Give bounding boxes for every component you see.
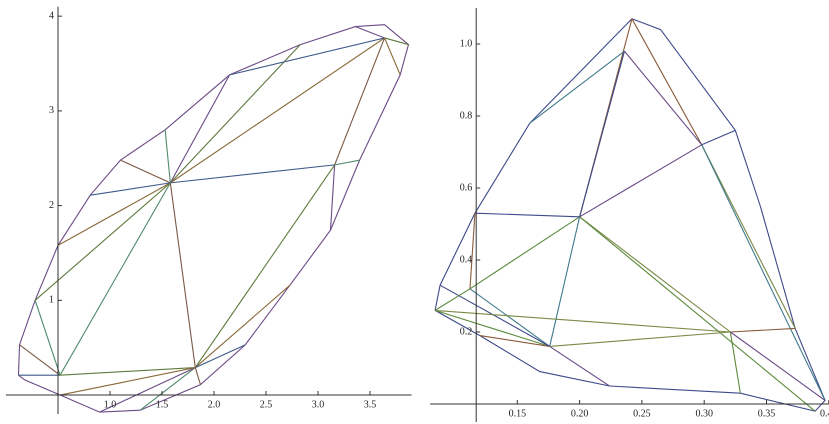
mesh-edge bbox=[169, 182, 196, 368]
mesh-edge bbox=[194, 284, 291, 369]
mesh-edge bbox=[59, 182, 171, 376]
mesh-edge bbox=[549, 331, 731, 347]
mesh-edge bbox=[549, 345, 610, 387]
x-tick-label: 0.35 bbox=[758, 408, 776, 419]
y-tick-label: 0.6 bbox=[460, 182, 473, 193]
mesh-edge bbox=[579, 51, 625, 217]
x-tick-label: 0.25 bbox=[633, 408, 651, 419]
mesh-edge bbox=[17, 24, 410, 413]
mesh-edge bbox=[34, 300, 61, 376]
mesh-edge bbox=[579, 216, 731, 333]
mesh-edge bbox=[434, 18, 826, 412]
x-tick-label: 3.5 bbox=[364, 399, 377, 410]
mesh-edge bbox=[99, 367, 196, 413]
mesh-edge bbox=[579, 216, 816, 412]
mesh-edge bbox=[474, 212, 580, 218]
mesh-edge bbox=[90, 182, 171, 196]
y-tick-label: 0.2 bbox=[460, 326, 473, 337]
y-tick-label: 0.4 bbox=[460, 254, 473, 265]
y-tick-label: 3 bbox=[49, 105, 54, 116]
mesh-edge bbox=[229, 37, 385, 76]
y-tick-label: 4 bbox=[49, 10, 54, 21]
mesh-edge bbox=[194, 367, 202, 385]
mesh-edge bbox=[169, 74, 231, 184]
y-tick-label: 0.8 bbox=[460, 110, 473, 121]
mesh-edge bbox=[120, 159, 171, 184]
y-tick-label: 1 bbox=[49, 295, 54, 306]
x-tick-label: 0.30 bbox=[695, 408, 713, 419]
mesh-edge bbox=[701, 144, 796, 329]
mesh-edge bbox=[170, 164, 335, 184]
mesh-edge bbox=[57, 182, 171, 246]
mesh-edge bbox=[469, 288, 551, 347]
mesh-edge bbox=[435, 309, 731, 333]
mesh-edge bbox=[469, 216, 580, 290]
mesh-edge bbox=[579, 144, 702, 218]
mesh-edge bbox=[549, 216, 581, 347]
mesh-edge bbox=[529, 50, 625, 124]
mesh-edge bbox=[164, 129, 171, 183]
mesh-edge bbox=[195, 344, 246, 369]
mesh-edge bbox=[631, 18, 703, 146]
mesh-edge bbox=[169, 44, 301, 184]
mesh-edge bbox=[34, 182, 171, 301]
mesh-edge bbox=[439, 284, 550, 347]
mesh-edge bbox=[384, 37, 401, 76]
y-tick-label: 2 bbox=[49, 200, 54, 211]
mesh-edge bbox=[384, 37, 409, 46]
mesh-edge bbox=[329, 164, 336, 231]
mesh-edge bbox=[730, 327, 796, 333]
y-tick-label: 1.0 bbox=[460, 38, 473, 49]
mesh-edge bbox=[730, 331, 826, 401]
x-tick-label: 0.20 bbox=[571, 408, 589, 419]
x-tick-label: 3.0 bbox=[312, 399, 325, 410]
x-tick-label: 2.5 bbox=[260, 399, 273, 410]
mesh-edge bbox=[194, 164, 336, 368]
mesh-edge bbox=[479, 335, 550, 347]
x-tick-label: 1.5 bbox=[156, 399, 169, 410]
mesh-edge bbox=[624, 50, 703, 146]
mesh-edge bbox=[19, 344, 61, 376]
mesh-edge bbox=[355, 26, 385, 39]
mesh-edge bbox=[60, 367, 196, 376]
mesh-edge bbox=[729, 331, 741, 394]
mesh-edge bbox=[701, 144, 826, 401]
x-tick-label: 0.15 bbox=[509, 408, 527, 419]
mesh-edge bbox=[434, 309, 550, 347]
x-tick-label: 1.0 bbox=[104, 399, 117, 410]
mesh-edge bbox=[139, 367, 196, 411]
x-tick-label: 0.40 bbox=[820, 408, 829, 419]
x-tick-label: 2.0 bbox=[208, 399, 221, 410]
mesh-edge bbox=[434, 288, 471, 311]
mesh-edge bbox=[170, 37, 385, 184]
mesh-edge bbox=[469, 213, 476, 289]
mesh-edge bbox=[334, 159, 360, 166]
mesh-edge bbox=[701, 129, 736, 146]
mesh-edge bbox=[334, 37, 386, 166]
mesh-edge bbox=[59, 367, 196, 396]
